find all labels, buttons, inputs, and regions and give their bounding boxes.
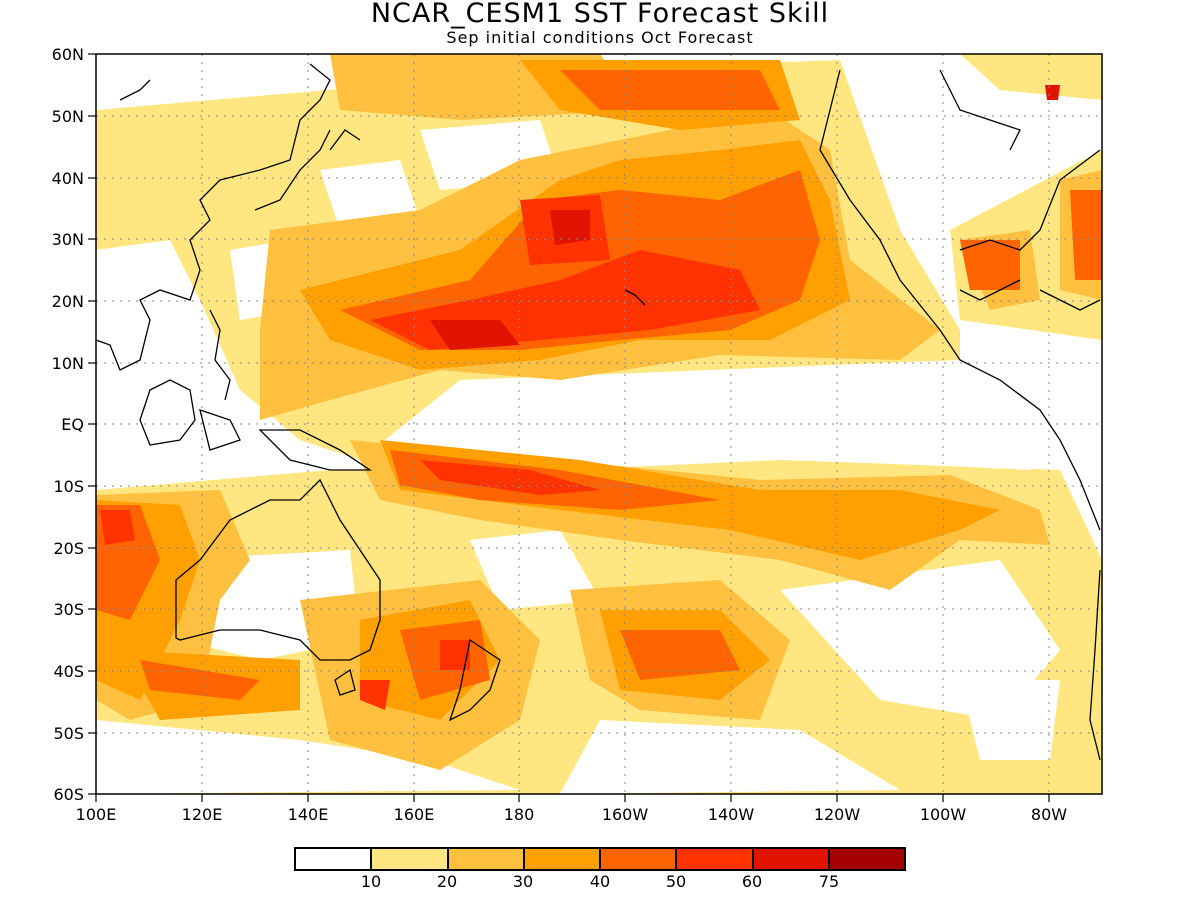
colorbar-label: 10	[360, 872, 382, 891]
colorbar-label: 60	[741, 872, 763, 891]
colorbar-segment	[372, 849, 449, 869]
lat-label: 10S	[53, 477, 84, 496]
colorbar-segment	[601, 849, 678, 869]
lat-label: 60S	[53, 785, 84, 804]
lon-labels: 100E 120E 140E 160E 180 160W 140W 120W 1…	[76, 805, 1068, 824]
lon-label: 140E	[288, 805, 329, 824]
lat-label: 20N	[52, 292, 84, 311]
colorbar-label: 50	[665, 872, 687, 891]
colorbar-label: 20	[436, 872, 458, 891]
lat-label: 40N	[52, 169, 84, 188]
lon-label: 120W	[814, 805, 861, 824]
colorbar-label: 30	[512, 872, 534, 891]
lat-labels: 60N 50N 40N 30N 20N 10N EQ 10S 20S 30S 4…	[52, 45, 84, 804]
colorbar-segment	[829, 849, 904, 869]
lat-label: 10N	[52, 354, 84, 373]
lon-label: 160E	[394, 805, 435, 824]
colorbar-segment	[524, 849, 601, 869]
colorbar-segment	[296, 849, 373, 869]
coastlines	[96, 63, 1101, 761]
axis-ticks	[88, 53, 1050, 802]
lon-label: 160W	[602, 805, 649, 824]
lat-label: 40S	[53, 662, 84, 681]
colorbar-segment	[448, 849, 525, 869]
colorbar	[294, 847, 906, 871]
lat-label: 20S	[53, 539, 84, 558]
map-subtitle: Sep initial conditions Oct Forecast	[446, 28, 754, 47]
lat-label: 30S	[53, 600, 84, 619]
lon-label: 80W	[1031, 805, 1067, 824]
colorbar-label: 40	[589, 872, 611, 891]
lon-label: 100W	[920, 805, 967, 824]
map-title: NCAR_CESM1 SST Forecast Skill	[370, 0, 830, 29]
lat-label: 30N	[52, 230, 84, 249]
lat-label: 50N	[52, 107, 84, 126]
lon-label: 180	[504, 805, 535, 824]
lon-label: 140W	[708, 805, 755, 824]
lat-label: EQ	[61, 415, 84, 434]
lat-label: 60N	[52, 45, 84, 64]
lon-label: 120E	[182, 805, 223, 824]
skill-shading	[96, 54, 1102, 794]
colorbar-segment	[753, 849, 830, 869]
lon-label: 100E	[76, 805, 117, 824]
colorbar-label: 75	[818, 872, 840, 891]
lat-label: 50S	[53, 724, 84, 743]
colorbar-segment	[677, 849, 754, 869]
